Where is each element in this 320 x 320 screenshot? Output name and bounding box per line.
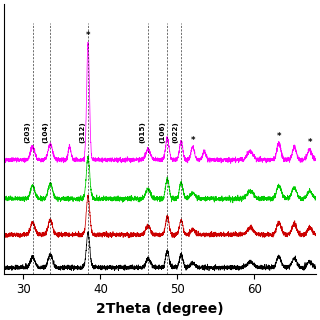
- Text: (015): (015): [140, 121, 146, 143]
- Text: *: *: [308, 138, 312, 148]
- Text: *: *: [190, 136, 195, 145]
- Text: (106): (106): [159, 121, 165, 143]
- Text: (022): (022): [173, 121, 179, 143]
- Text: (104): (104): [42, 121, 48, 143]
- Text: (203): (203): [24, 121, 30, 143]
- X-axis label: 2Theta (degree): 2Theta (degree): [96, 302, 224, 316]
- Text: *: *: [86, 31, 90, 40]
- Text: (312): (312): [80, 121, 86, 143]
- Text: *: *: [277, 132, 281, 141]
